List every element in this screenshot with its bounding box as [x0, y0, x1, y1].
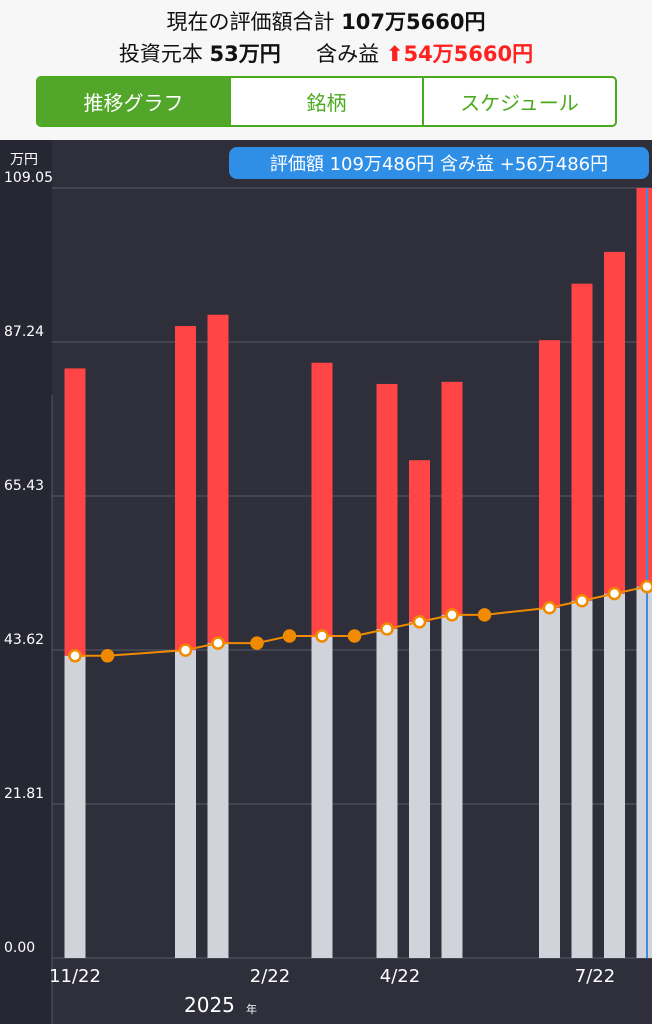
gain-label: 含み益 — [316, 42, 380, 66]
gain-bar — [636, 188, 652, 587]
principal-point — [315, 629, 329, 643]
principal-point — [250, 636, 264, 650]
summary-header: 現在の評価額合計 107万5660円 投資元本 53万円 含み益 ⬆54万566… — [0, 0, 652, 140]
gain-bar — [175, 326, 196, 651]
principal-bar — [409, 621, 430, 958]
principal-value: 53万円 — [209, 42, 281, 66]
tab-holdings[interactable]: 銘柄 — [231, 78, 424, 125]
principal-point — [68, 649, 82, 663]
principal-label: 投資元本 — [118, 42, 203, 66]
gain-up-arrow-icon: ⬆ — [385, 42, 404, 66]
total-valuation-value: 107万5660円 — [341, 10, 486, 34]
principal-point — [477, 608, 492, 622]
y-tick-label: 87.24 — [4, 324, 44, 340]
principal-bar — [539, 607, 560, 958]
gain-bar — [571, 283, 593, 601]
principal-point — [607, 586, 622, 601]
y-tick-label: 43.62 — [4, 632, 44, 648]
y-tick-label: 65.43 — [4, 478, 44, 494]
gain-bar — [409, 460, 430, 622]
gain-bar — [207, 314, 229, 644]
gain-bar — [311, 362, 333, 637]
x-tick-label: 7/22 — [575, 966, 615, 987]
principal-point — [445, 608, 459, 622]
principal-bar — [207, 643, 229, 958]
y-tick-label: 0.00 — [4, 940, 35, 956]
trend-chart-svg[interactable]: 0.00 21.81 43.62 65.43 87.24 109.05 万円 11/22 2… — [0, 140, 652, 1024]
view-tabs: 推移グラフ 銘柄 スケジュール — [36, 76, 617, 127]
principal-bar — [571, 600, 593, 958]
principal-bar — [376, 628, 398, 958]
gain-value: 54万5660円 — [403, 42, 534, 66]
principal-point — [380, 622, 394, 636]
x-tick-label: 2/22 — [250, 966, 290, 987]
principal-bar — [311, 636, 333, 958]
tooltip-text: 評価額 109万486円 含み益 +56万486円 — [270, 154, 608, 175]
principal-point — [211, 636, 225, 650]
plot-area — [52, 140, 652, 1024]
y-unit-label: 万円 — [10, 152, 38, 168]
x-tick-label: 4/22 — [380, 966, 420, 987]
y-tick-label: 109.05 — [4, 170, 53, 186]
tab-schedule[interactable]: スケジュール — [460, 91, 579, 115]
principal-point — [542, 601, 557, 615]
gain-bar — [441, 381, 463, 615]
principal-gain-line: 投資元本 53万円 含み益 ⬆54万5660円 — [0, 38, 652, 68]
gain-bar — [64, 368, 86, 656]
trend-chart[interactable]: 0.00 21.81 43.62 65.43 87.24 109.05 万円 11/22 2… — [0, 140, 652, 1024]
principal-point — [640, 579, 652, 594]
principal-point — [575, 593, 589, 608]
principal-bar — [175, 650, 196, 958]
principal-point — [347, 629, 362, 643]
year-suffix: 年 — [246, 1002, 257, 1016]
gain-bar — [539, 340, 560, 608]
total-valuation-line: 現在の評価額合計 107万5660円 — [0, 6, 652, 36]
value-tooltip: 評価額 109万486円 含み益 +56万486円 — [229, 147, 649, 179]
total-valuation-label: 現在の評価額合計 — [166, 10, 335, 34]
principal-point — [178, 643, 193, 657]
principal-bar — [441, 614, 463, 958]
y-tick-label: 21.81 — [4, 786, 44, 802]
x-tick-label: 11/22 — [49, 966, 101, 987]
year-label: 2025 — [184, 993, 235, 1017]
principal-point — [412, 615, 427, 629]
tooltip-bubble — [229, 147, 649, 179]
gain-bar — [604, 251, 625, 594]
principal-bar — [636, 586, 652, 958]
principal-bar — [64, 655, 86, 958]
principal-bar — [604, 593, 625, 958]
principal-point — [100, 649, 115, 663]
principal-point — [282, 629, 297, 643]
tab-trend-graph[interactable]: 推移グラフ — [38, 78, 231, 125]
gain-bar — [376, 383, 398, 629]
